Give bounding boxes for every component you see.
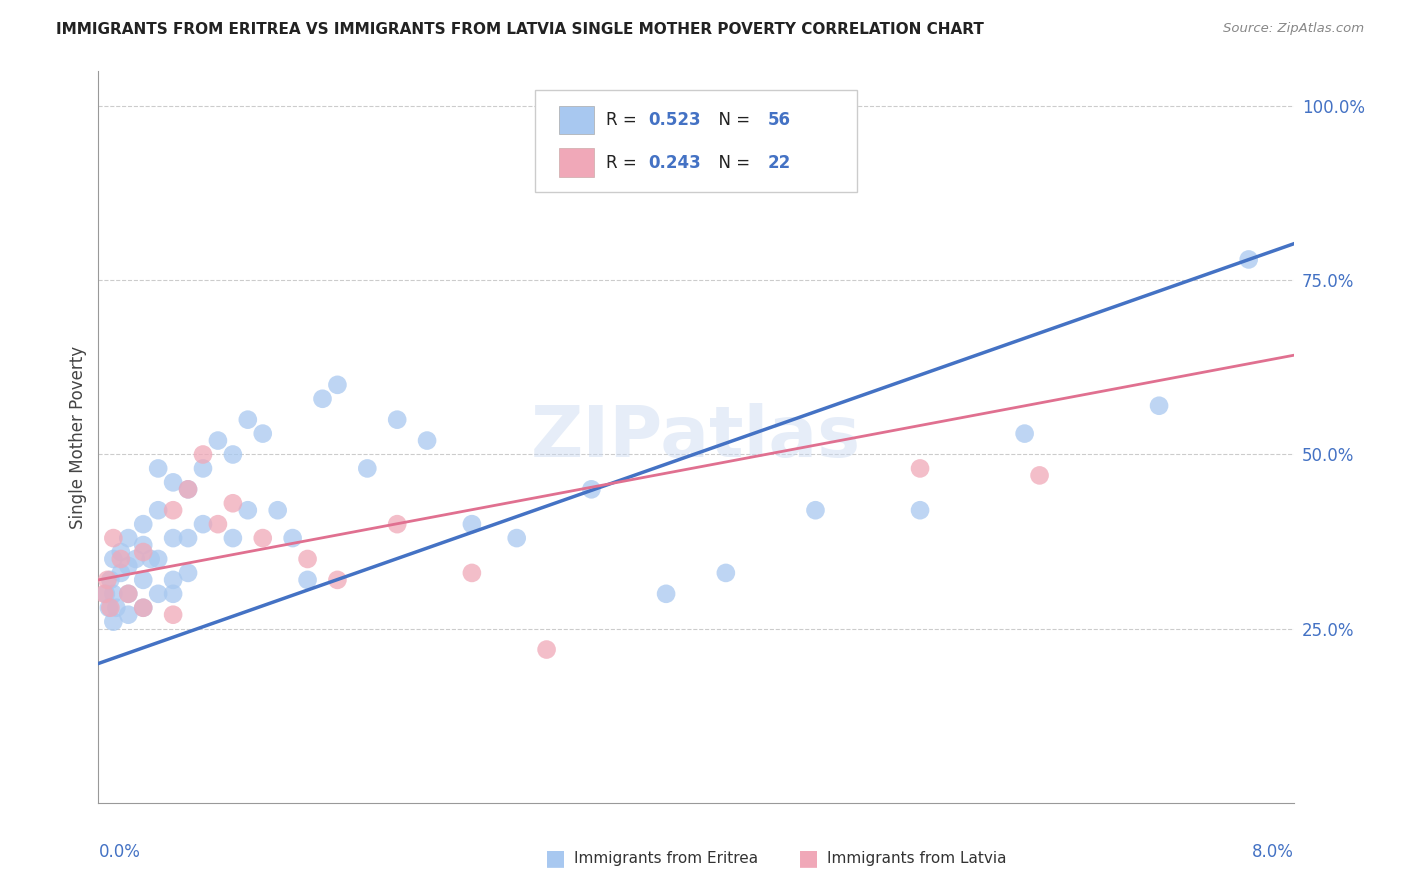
FancyBboxPatch shape — [558, 148, 595, 177]
Point — [110, 566, 132, 580]
Point — [177, 483, 200, 497]
Point — [177, 531, 200, 545]
Point — [1147, 399, 1170, 413]
Point — [191, 517, 214, 532]
Point — [162, 607, 184, 622]
Point — [908, 461, 931, 475]
Point — [326, 377, 349, 392]
Point — [117, 531, 139, 545]
Point — [110, 552, 132, 566]
Point — [1237, 252, 1260, 267]
Point — [222, 448, 245, 462]
Point — [162, 587, 184, 601]
Point — [461, 566, 484, 580]
Point — [162, 503, 184, 517]
Text: 0.523: 0.523 — [648, 111, 700, 129]
Text: 0.0%: 0.0% — [98, 843, 141, 861]
Text: 8.0%: 8.0% — [1251, 843, 1294, 861]
Point — [804, 503, 827, 517]
Point — [461, 517, 484, 532]
Point — [148, 587, 170, 601]
Text: ■: ■ — [546, 848, 565, 868]
Point — [132, 538, 155, 552]
Point — [93, 587, 115, 601]
Point — [117, 607, 139, 622]
Point — [117, 587, 139, 601]
Text: Source: ZipAtlas.com: Source: ZipAtlas.com — [1223, 22, 1364, 36]
Point — [94, 587, 117, 601]
Point — [132, 600, 155, 615]
Point — [148, 552, 170, 566]
Point — [139, 552, 162, 566]
Point — [125, 552, 148, 566]
Point — [132, 545, 155, 559]
Text: IMMIGRANTS FROM ERITREA VS IMMIGRANTS FROM LATVIA SINGLE MOTHER POVERTY CORRELAT: IMMIGRANTS FROM ERITREA VS IMMIGRANTS FR… — [56, 22, 984, 37]
Point — [177, 566, 200, 580]
Point — [98, 573, 122, 587]
Point — [281, 531, 304, 545]
FancyBboxPatch shape — [534, 90, 858, 192]
Point — [103, 587, 125, 601]
Point — [148, 461, 170, 475]
Point — [1028, 468, 1050, 483]
Point — [236, 503, 259, 517]
Point — [132, 517, 155, 532]
Point — [191, 448, 214, 462]
Point — [267, 503, 290, 517]
Point — [132, 600, 155, 615]
FancyBboxPatch shape — [558, 105, 595, 134]
Point — [207, 434, 229, 448]
Point — [105, 600, 128, 615]
Point — [222, 496, 245, 510]
Point — [177, 483, 200, 497]
Text: R =: R = — [606, 111, 643, 129]
Point — [655, 587, 678, 601]
Point — [117, 587, 139, 601]
Point — [117, 558, 139, 573]
Point — [191, 461, 214, 475]
Y-axis label: Single Mother Poverty: Single Mother Poverty — [69, 345, 87, 529]
Text: 56: 56 — [768, 111, 790, 129]
Point — [385, 517, 409, 532]
Point — [356, 461, 378, 475]
Point — [326, 573, 349, 587]
Point — [98, 600, 122, 615]
Point — [236, 412, 259, 426]
Point — [207, 517, 229, 532]
Text: ZIPatlas: ZIPatlas — [531, 402, 860, 472]
Point — [506, 531, 529, 545]
Point — [908, 503, 931, 517]
Point — [110, 545, 132, 559]
Point — [132, 573, 155, 587]
Point — [162, 531, 184, 545]
Text: Immigrants from Latvia: Immigrants from Latvia — [827, 851, 1007, 865]
Text: Immigrants from Eritrea: Immigrants from Eritrea — [574, 851, 758, 865]
Text: N =: N = — [709, 111, 755, 129]
Point — [103, 552, 125, 566]
Point — [1014, 426, 1036, 441]
Point — [103, 531, 125, 545]
Text: 0.243: 0.243 — [648, 153, 702, 172]
Point — [385, 412, 409, 426]
Point — [97, 600, 120, 615]
Point — [311, 392, 333, 406]
Point — [103, 615, 125, 629]
Point — [222, 531, 245, 545]
Point — [162, 475, 184, 490]
Text: ■: ■ — [799, 848, 818, 868]
Text: R =: R = — [606, 153, 643, 172]
Point — [297, 552, 319, 566]
Point — [96, 573, 118, 587]
Point — [162, 573, 184, 587]
Point — [297, 573, 319, 587]
Point — [714, 566, 737, 580]
Point — [416, 434, 439, 448]
Point — [581, 483, 603, 497]
Point — [252, 426, 274, 441]
Point — [252, 531, 274, 545]
Point — [536, 642, 558, 657]
Text: N =: N = — [709, 153, 755, 172]
Point — [148, 503, 170, 517]
Text: 22: 22 — [768, 153, 792, 172]
